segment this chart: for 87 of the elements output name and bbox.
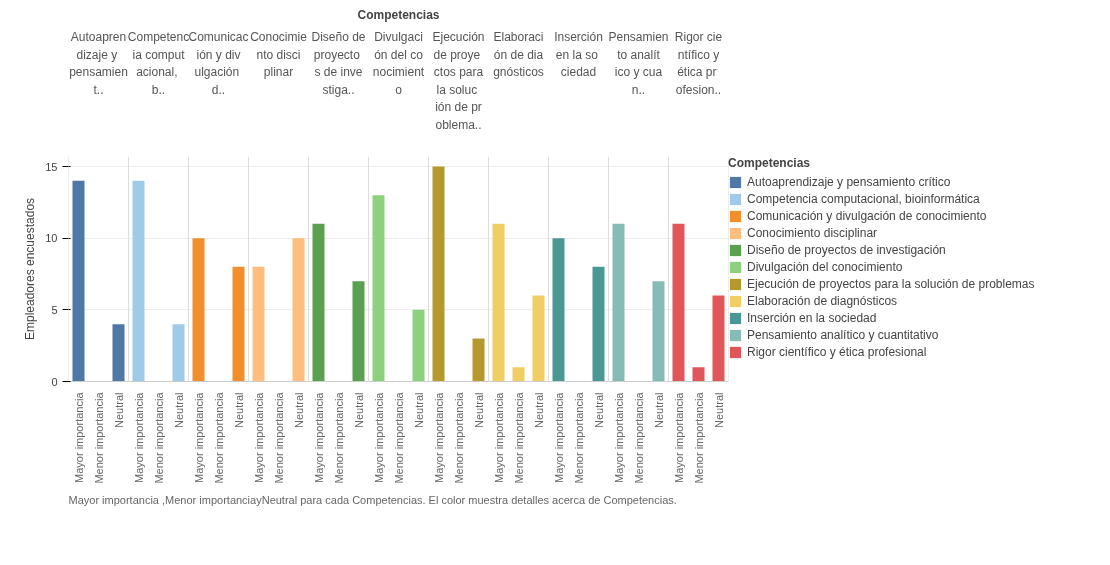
x-tick-label: Neutral (232, 392, 245, 428)
text: Pensamiento analítico y cuan.. (608, 30, 669, 97)
bar (292, 238, 305, 382)
bar (512, 367, 525, 382)
legend-label: Rigor científico y ética profesional (747, 345, 927, 359)
x-tick-label: Menor importancia (272, 391, 285, 484)
bar (492, 223, 505, 382)
y-tick-label: 0 (51, 375, 58, 388)
bar (652, 281, 665, 382)
bar (672, 223, 685, 382)
x-tick-label: Menor importancia (692, 391, 705, 484)
x-tick-label: Mayor importancia (72, 391, 85, 483)
x-tick-label: Mayor importancia (432, 391, 445, 483)
x-tick-label: Menor importancia (332, 391, 345, 484)
bar (132, 180, 145, 382)
x-tick-label: Neutral (712, 392, 725, 428)
bar (252, 266, 265, 382)
x-tick-label: Neutral (592, 392, 605, 428)
x-tick-label: Neutral (412, 392, 425, 428)
text: Autoaprendizaje y pensamient.. (69, 30, 128, 97)
bar (312, 223, 325, 382)
text: Divulgación del conocimiento (372, 30, 425, 97)
bar (472, 338, 485, 382)
legend-label: Ejecución de proyectos para la solución de problemas (747, 277, 1035, 291)
x-tick-label: Menor importancia (452, 391, 465, 484)
bar (432, 166, 445, 382)
bar (352, 281, 365, 382)
text: Ejecución de proyectos para la solución de problema.. (432, 30, 485, 132)
x-tick-label: Neutral (652, 392, 665, 428)
x-tick-label: Mayor importancia (492, 391, 505, 483)
legend-title: Competencias (357, 7, 440, 22)
x2-axis-title: Competencias (728, 156, 812, 170)
bar (112, 324, 125, 382)
legend-label: Pensamiento analítico y cuantitativo (747, 328, 939, 342)
text: Inserción en la sociedad (554, 30, 603, 80)
x-tick-label: Menor importancia (512, 391, 525, 484)
bar (372, 195, 385, 382)
legend-label: Diseño de proyectos de investigación (747, 243, 946, 257)
bar (612, 223, 625, 382)
text: Elaboración de diagnósticos (493, 30, 544, 80)
text: Comunicación y divulgación d.. (188, 30, 249, 97)
x-tick-label: Neutral (112, 392, 125, 428)
x-tick-label: Menor importancia (212, 391, 225, 484)
bar (712, 295, 725, 382)
legend-label: Autoaprendizaje y pensamiento crítico (747, 175, 951, 189)
x-tick-label: Mayor importancia (192, 391, 205, 483)
y-axis-title: Empleadores encuestados (23, 197, 38, 341)
y-tick-label: 10 (45, 232, 58, 245)
x-tick-label: Mayor importancia (552, 391, 565, 483)
bar (592, 266, 605, 382)
x-tick-label: Neutral (532, 392, 545, 428)
legend-label: Comunicación y divulgación de conocimiento (747, 209, 987, 223)
x-tick-label: Mayor importancia (132, 391, 145, 483)
legend-label: Conocimiento disciplinar (747, 226, 878, 240)
x-tick-label: Mayor importancia (612, 391, 625, 483)
x-tick-label: Menor importancia (152, 391, 165, 484)
y-tick-label: 5 (51, 303, 58, 316)
x-tick-label: Menor importancia (572, 391, 585, 484)
x-tick-label: Mayor importancia (252, 391, 265, 483)
text: Rigor científico y ética profesion.. (674, 30, 723, 97)
x-tick-label: Neutral (292, 392, 305, 428)
x-tick-label: Mayor importancia (312, 391, 325, 483)
bar (192, 238, 205, 382)
bar (532, 295, 545, 382)
text: Diseño de proyectos de investiga.. (311, 30, 366, 97)
x-tick-label: Mayor importancia (372, 391, 385, 483)
x-tick-label: Neutral (172, 392, 185, 428)
x-tick-label: Menor importancia (392, 391, 405, 484)
x-tick-label: Menor importancia (632, 391, 645, 484)
x-tick-label: Mayor importancia (672, 391, 685, 483)
bar (72, 180, 85, 382)
bar (172, 324, 185, 382)
legend-label: Elaboración de diagnósticos (747, 294, 898, 308)
x-tick-label: Menor importancia (92, 391, 105, 484)
bar (552, 238, 565, 382)
y-tick-label: 15 (45, 160, 58, 173)
legend-label: Divulgación del conocimiento (747, 260, 903, 274)
text: Competencia computacional, b.. (127, 30, 190, 97)
bar (412, 309, 425, 382)
legend-label: Competencia computacional, bioinformática (747, 192, 980, 206)
x-tick-label: Neutral (472, 392, 485, 428)
text: Conocimiento disciplinar (250, 30, 308, 80)
text: Mayor importancia ,Menor importanciayNeutral para cada Competencias. El color muestra detalles acerca de Competencias. (68, 493, 677, 506)
x-tick-label: Neutral (352, 392, 365, 428)
bar (232, 266, 245, 382)
bar (692, 367, 705, 382)
legend-label: Inserción en la sociedad (747, 311, 877, 325)
